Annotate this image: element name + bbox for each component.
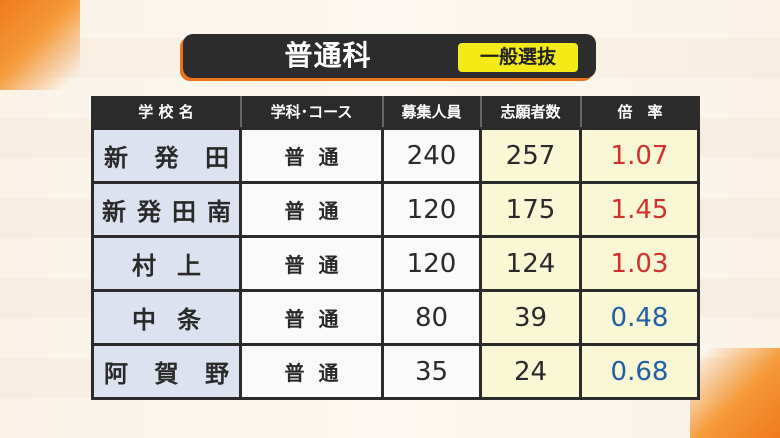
cell-school: 村上 (91, 235, 242, 292)
corner-decoration-top-left (0, 0, 80, 90)
cell-ratio: 1.07 (579, 127, 700, 184)
cell-ratio: 0.48 (579, 289, 700, 346)
cell-ratio: 1.03 (579, 235, 700, 292)
cell-capacity: 35 (381, 343, 482, 400)
header-capacity: 募集人員 (381, 96, 481, 129)
cell-applicants: 24 (479, 343, 582, 400)
header-course: 学科･コース (239, 96, 383, 129)
cell-course: 普通 (239, 343, 384, 400)
page-title: 普通科 (284, 39, 372, 72)
cell-capacity: 80 (381, 289, 482, 346)
table-row: 中条 普通 80 39 0.48 (91, 289, 700, 346)
table-row: 新発田南 普通 120 175 1.45 (91, 181, 700, 238)
cell-applicants: 175 (479, 181, 582, 238)
corner-decoration-bottom-right (690, 348, 780, 438)
cell-ratio: 1.45 (579, 181, 700, 238)
cell-capacity: 240 (381, 127, 482, 184)
table-header-row: 学 校 名 学科･コース 募集人員 志願者数 倍 率 (92, 96, 699, 129)
selection-badge: 一般選抜 (458, 43, 578, 72)
cell-applicants: 257 (479, 127, 582, 184)
title-bar: 普通科 一般選抜 (183, 34, 596, 78)
cell-school: 新発田 (91, 127, 242, 184)
header-ratio: 倍 率 (579, 96, 699, 129)
header-school: 学 校 名 (92, 96, 241, 129)
table-row: 新発田 普通 240 257 1.07 (91, 127, 700, 184)
cell-course: 普通 (239, 235, 384, 292)
cell-course: 普通 (239, 181, 384, 238)
cell-school: 新発田南 (91, 181, 242, 238)
table-row: 阿賀野 普通 35 24 0.68 (91, 343, 700, 400)
cell-ratio: 0.68 (579, 343, 700, 400)
cell-applicants: 39 (479, 289, 582, 346)
cell-school: 阿賀野 (91, 343, 242, 400)
cell-course: 普通 (239, 289, 384, 346)
cell-applicants: 124 (479, 235, 582, 292)
header-applicants: 志願者数 (479, 96, 581, 129)
cell-course: 普通 (239, 127, 384, 184)
results-table: 学 校 名 学科･コース 募集人員 志願者数 倍 率 新発田 普通 240 257 1.… (91, 96, 700, 400)
cell-capacity: 120 (381, 181, 482, 238)
cell-school: 中条 (91, 289, 242, 346)
table-row: 村上 普通 120 124 1.03 (91, 235, 700, 292)
cell-capacity: 120 (381, 235, 482, 292)
